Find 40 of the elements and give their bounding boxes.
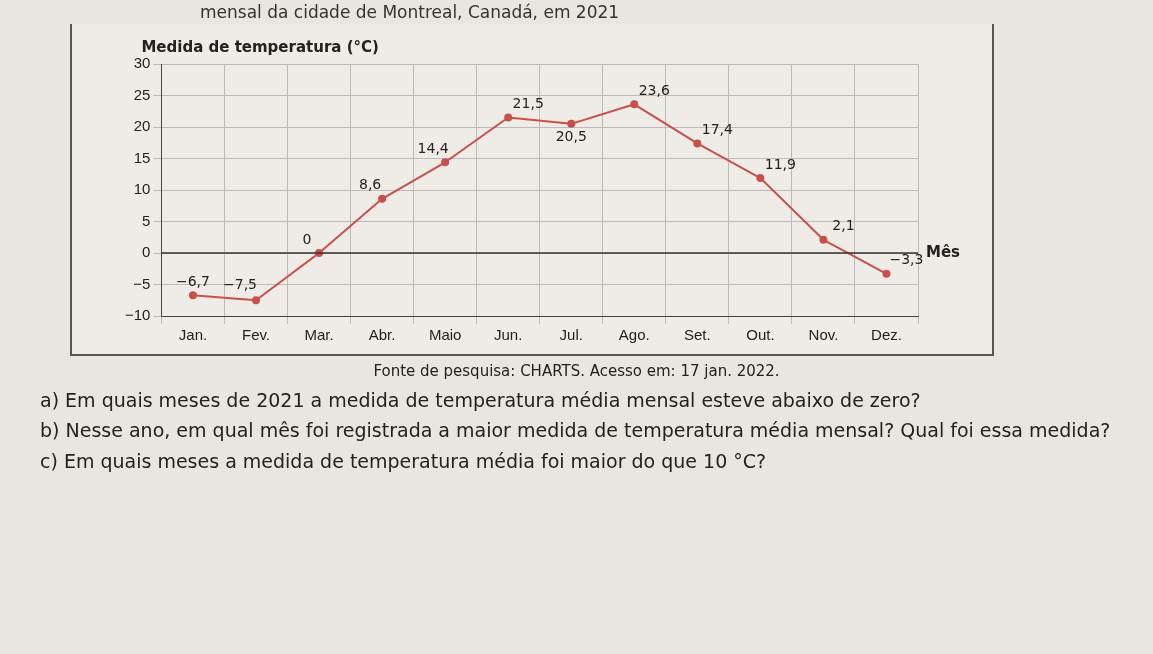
- x-tick-label: Jan.: [178, 326, 208, 344]
- x-tick-label: Jun.: [494, 326, 523, 344]
- data-label: −6,7: [175, 272, 210, 289]
- data-label: 23,6: [638, 81, 670, 98]
- x-tick-label: Dez.: [871, 326, 902, 344]
- source-note: Fonte de pesquisa: CHARTS. Acesso em: 17 jan. 2022.: [372, 362, 781, 382]
- x-tick-label: Out.: [746, 326, 775, 344]
- data-label: 14,4: [417, 139, 449, 156]
- y-tick-label: 20: [133, 117, 151, 135]
- y-tick-label: 30: [133, 54, 151, 72]
- y-tick-label: 10: [133, 180, 151, 198]
- x-axis-title: Mês: [926, 242, 961, 261]
- data-label: 11,9: [764, 155, 796, 172]
- y-tick-label: 25: [133, 85, 151, 103]
- x-tick-label: Fev.: [241, 326, 271, 344]
- data-label: 0: [302, 230, 312, 247]
- data-label: 20,5: [555, 128, 587, 145]
- y-tick-label: 5: [142, 211, 151, 229]
- x-tick-label: Abr.: [368, 326, 396, 344]
- data-label: −7,5: [223, 275, 258, 292]
- x-tick-label: Mar.: [304, 326, 334, 344]
- text: a) Em quais meses de 2021 a medida de temperatura média mensal esteve abaixo de zero?: [40, 387, 922, 413]
- x-tick-label: Nov.: [808, 326, 839, 344]
- y-tick-label: −5: [133, 274, 151, 292]
- data-label: −3,3: [889, 251, 924, 268]
- text: b) Nesse ano, em qual mês foi registrada a maior medida de temperatura média mensal? Qual foi essa medida?: [40, 418, 1112, 443]
- x-tick-label: Jul.: [559, 326, 583, 344]
- y-tick-label: 15: [133, 148, 151, 166]
- x-tick-label: Ago.: [618, 326, 650, 344]
- x-tick-label: Maio: [428, 326, 462, 344]
- x-tick-label: Set.: [683, 326, 711, 344]
- chart-title: mensal da cidade de Montreal, Canadá, em 2021: [200, 2, 621, 22]
- y-tick-label: 0: [142, 243, 151, 261]
- data-label: 2,1: [832, 217, 855, 234]
- y-tick-label: −10: [124, 306, 151, 324]
- text: c) Em quais meses a medida de temperatura média foi maior do que 10 °C?: [40, 448, 768, 474]
- data-label: 21,5: [512, 95, 544, 112]
- data-label: 17,4: [701, 121, 734, 138]
- data-label: 8,6: [358, 176, 382, 193]
- y-axis-title: Medida de temperatura (°C): [141, 38, 379, 57]
